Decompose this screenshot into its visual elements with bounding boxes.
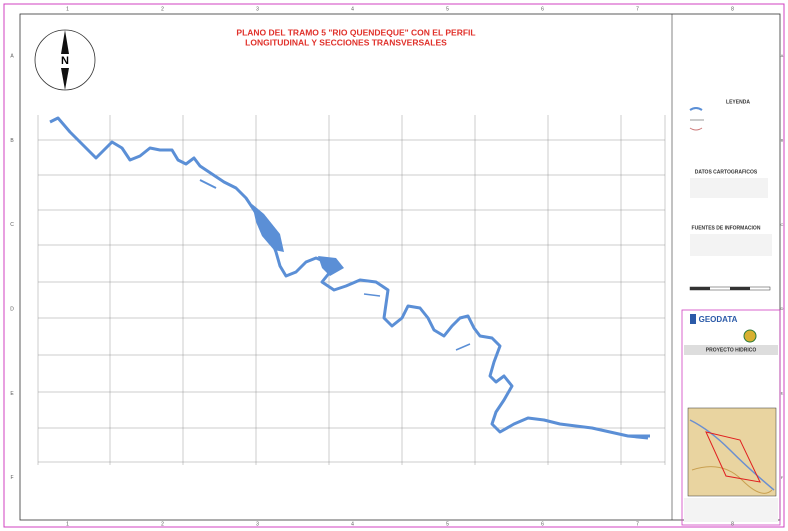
north-label: N: [61, 55, 69, 67]
outer-border: [3, 3, 785, 528]
column-label: 4: [351, 521, 354, 527]
company-name: GEODATA: [699, 315, 738, 324]
coordinate-grid: [37, 115, 666, 465]
river: [49, 116, 650, 440]
north-arrow: N: [34, 29, 96, 91]
column-label: 2: [161, 6, 164, 12]
column-label: 7: [636, 521, 639, 527]
sidebar: LEYENDA DATOS CARTOGRAFICOS FUENTES DE I…: [681, 99, 781, 526]
column-label: 5: [446, 521, 449, 527]
row-label: F: [10, 475, 13, 481]
column-label: 1: [66, 521, 69, 527]
row-label: A: [781, 53, 784, 58]
column-label: 5: [446, 6, 449, 12]
column-label: 6: [541, 6, 544, 12]
title-line-1: PLANO DEL TRAMO 5 "RIO QUENDEQUE" CON EL…: [236, 27, 475, 37]
column-label: 3: [256, 521, 259, 527]
column-label: 7: [636, 6, 639, 12]
cartographic-title: DATOS CARTOGRAFICOS: [695, 169, 758, 175]
row-label: C: [10, 222, 14, 228]
legend-title: LEYENDA: [726, 99, 750, 105]
title-line-2: LONGITUDINAL Y SECCIONES TRANSVERSALES: [245, 37, 447, 47]
row-label: D: [10, 306, 14, 312]
column-label: 8: [731, 521, 734, 527]
row-label: B: [781, 138, 784, 143]
sources-title: FUENTES DE INFORMACION: [692, 225, 761, 231]
column-label: 3: [256, 6, 259, 12]
column-label: 1: [66, 6, 69, 12]
column-label: 2: [161, 521, 164, 527]
row-label: D: [781, 306, 784, 311]
row-label: A: [10, 53, 14, 59]
row-label: F: [781, 475, 784, 480]
row-label: E: [10, 391, 14, 397]
inner-frame: [19, 13, 781, 521]
column-label: 6: [541, 521, 544, 527]
row-label: E: [781, 391, 784, 396]
row-label: B: [10, 138, 14, 144]
column-label: 4: [351, 6, 354, 12]
row-label: C: [781, 222, 784, 227]
column-label: 8: [731, 6, 734, 12]
project-name: PROYECTO HIDRICO: [706, 347, 757, 353]
